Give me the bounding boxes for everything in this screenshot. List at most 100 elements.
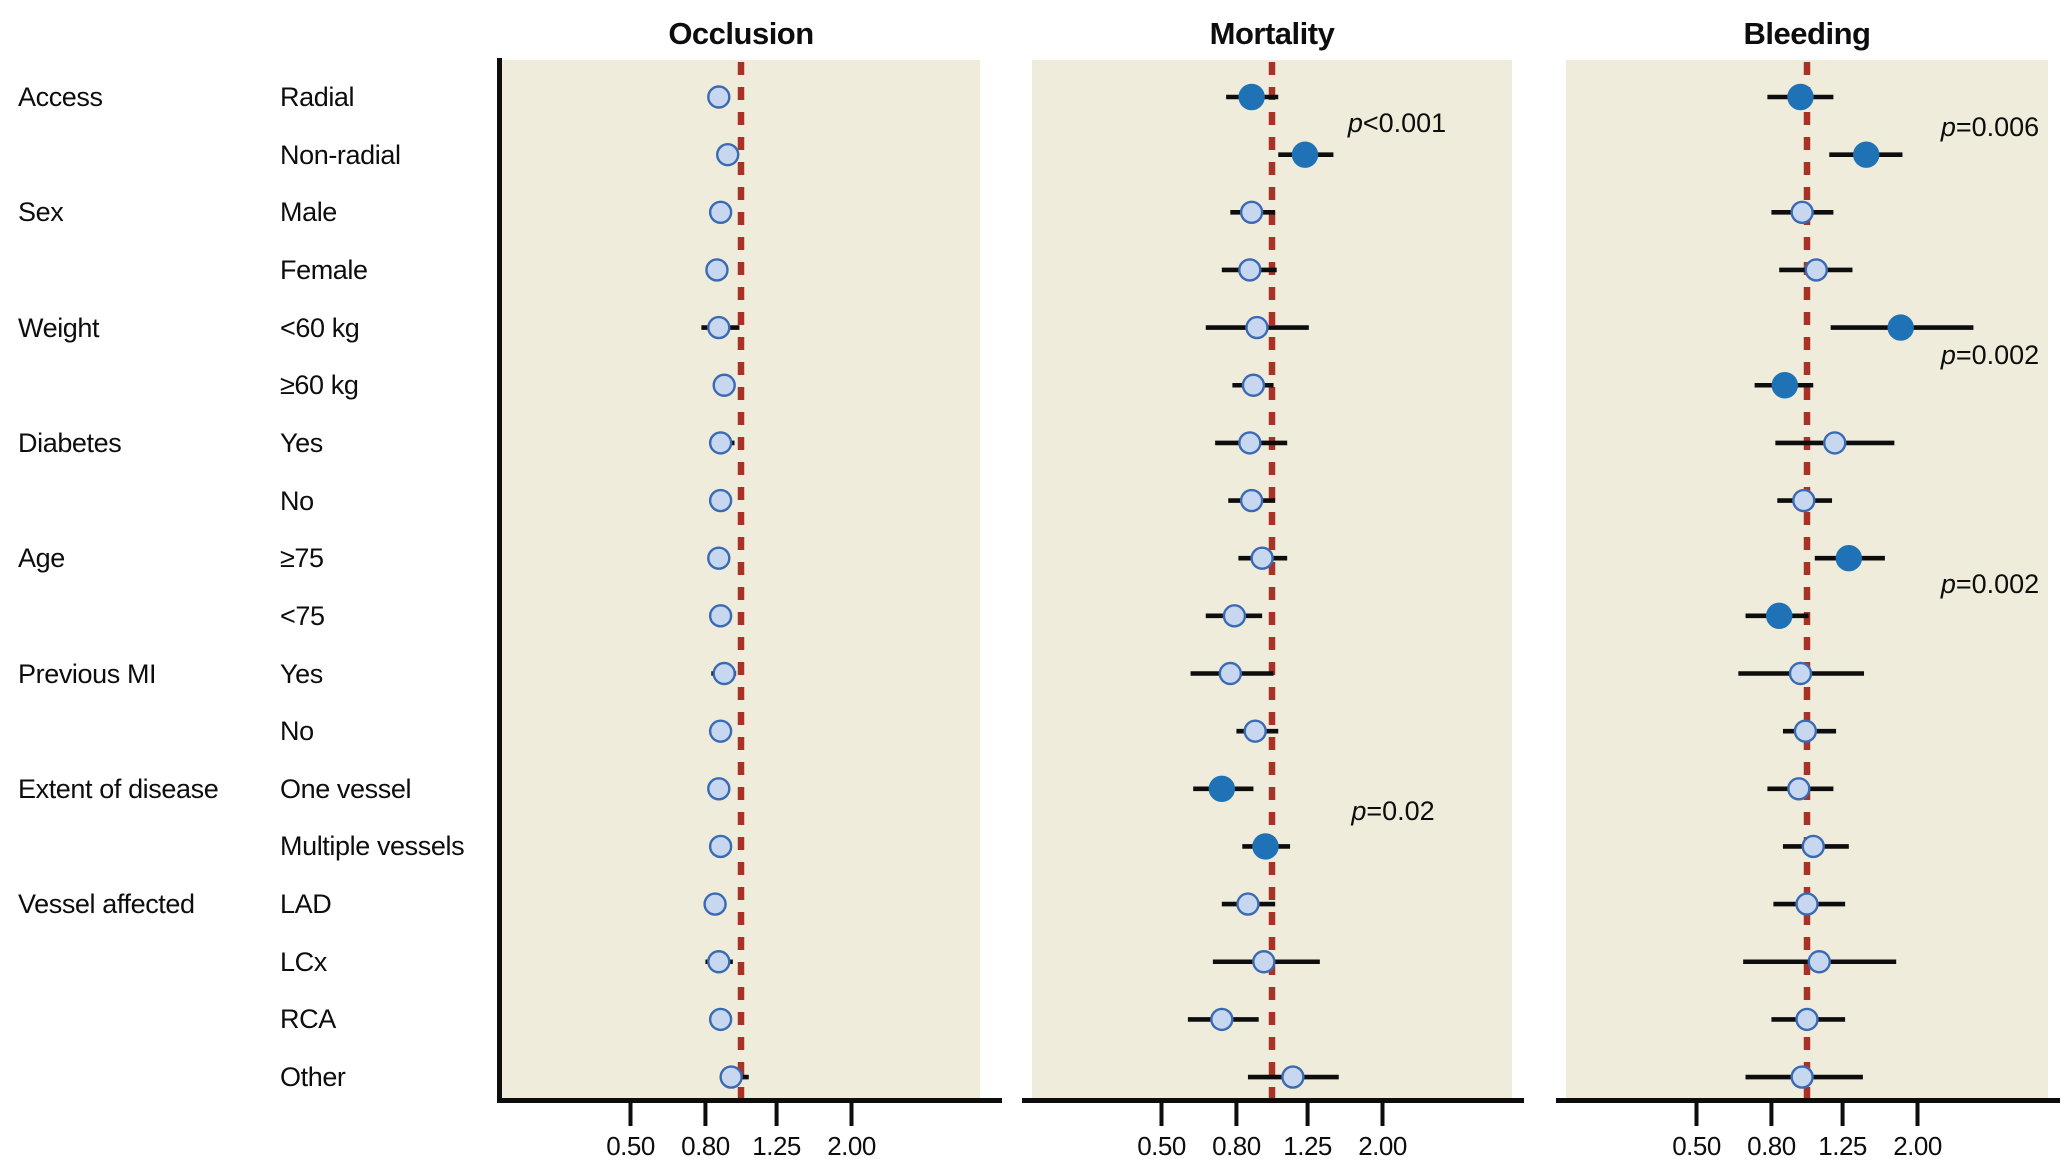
row-category-extent-of-disease: Extent of disease <box>18 774 219 804</box>
marker-light <box>1245 315 1269 340</box>
row-subgroup-no: No <box>280 486 314 516</box>
point-occlusion-female <box>705 258 729 282</box>
row-subgroup-multiple-vessels: Multiple vessels <box>280 831 465 861</box>
row-subgroup-one-vessel: One vessel <box>280 774 412 804</box>
marker-dark <box>1238 83 1265 111</box>
marker-light <box>1795 1007 1819 1032</box>
point-mortality-radial <box>1226 83 1279 111</box>
p-value-bleeding-2: p=0.002 <box>1940 569 2039 599</box>
row-subgroup-60-kg: ≥60 kg <box>280 370 359 400</box>
point-bleeding-other <box>1745 1065 1863 1089</box>
point-bleeding-male <box>1771 200 1834 225</box>
point-occlusion-one-vessel <box>707 777 731 801</box>
point-occlusion-non-radial <box>716 142 740 167</box>
x-tick-label-bleeding-1.25: 1.25 <box>1818 1131 1867 1161</box>
point-occlusion-rca <box>708 1007 733 1032</box>
row-subgroup-female: Female <box>280 255 368 285</box>
point-mortality-no <box>1228 488 1276 513</box>
marker-light <box>708 200 733 225</box>
point-occlusion-lcx <box>705 950 733 974</box>
marker-light <box>707 546 731 570</box>
row-subgroup-60-kg: <60 kg <box>280 313 360 343</box>
marker-light <box>707 777 731 801</box>
marker-light <box>1238 431 1262 455</box>
marker-light <box>1792 488 1816 513</box>
point-occlusion-radial <box>707 85 731 109</box>
marker-light <box>1795 892 1819 916</box>
marker-dark <box>1853 141 1880 168</box>
row-subgroup-male: Male <box>280 197 337 227</box>
x-tick-label-occlusion-0.50: 0.50 <box>606 1131 655 1161</box>
point-occlusion-other <box>719 1065 749 1089</box>
x-tick-label-bleeding-0.80: 0.80 <box>1747 1131 1796 1161</box>
marker-light <box>1222 604 1247 628</box>
x-tick-label-occlusion-2.00: 2.00 <box>827 1131 876 1161</box>
marker-light <box>1239 488 1264 513</box>
row-subgroup-yes: Yes <box>280 428 323 458</box>
x-tick-label-mortality-0.80: 0.80 <box>1212 1131 1261 1161</box>
marker-light <box>708 1007 733 1032</box>
row-subgroup-lcx: LCx <box>280 947 327 977</box>
point-bleeding-rca <box>1771 1007 1846 1032</box>
marker-light <box>703 892 727 916</box>
point-mortality-one-vessel <box>1193 775 1254 802</box>
marker-light <box>707 85 731 109</box>
marker-light <box>708 834 733 859</box>
marker-light <box>712 661 736 686</box>
point-occlusion-yes <box>708 431 735 455</box>
row-subgroup-non-radial: Non-radial <box>280 140 401 170</box>
point-occlusion-75 <box>707 546 731 570</box>
row-category-weight: Weight <box>18 313 100 343</box>
marker-light <box>1281 1065 1305 1089</box>
point-occlusion-60-kg <box>712 373 736 397</box>
marker-light <box>1787 777 1811 801</box>
point-occlusion-yes <box>711 661 737 686</box>
point-occlusion-multiple-vessels <box>708 834 733 859</box>
marker-dark <box>1766 602 1793 630</box>
panel-title-mortality: Mortality <box>1210 16 1336 51</box>
marker-dark <box>1787 83 1814 111</box>
row-subgroup-radial: Radial <box>280 82 355 112</box>
point-mortality-lcx <box>1212 950 1320 974</box>
x-tick-label-mortality-2.00: 2.00 <box>1358 1131 1407 1161</box>
marker-light <box>712 373 736 397</box>
point-mortality-multiple-vessels <box>1242 833 1291 860</box>
marker-light <box>1804 258 1828 282</box>
x-tick-label-bleeding-2.00: 2.00 <box>1893 1131 1942 1161</box>
row-category-access: Access <box>18 82 103 112</box>
row-subgroup-lad: LAD <box>280 889 332 919</box>
marker-light <box>1243 719 1267 743</box>
marker-light <box>707 315 731 340</box>
x-axis-bleeding <box>1556 1098 2060 1103</box>
row-subgroup-no: No <box>280 716 314 746</box>
p-value-mortality-1: p=0.02 <box>1350 796 1434 826</box>
marker-light <box>708 431 733 455</box>
point-bleeding-yes <box>1738 661 1865 686</box>
point-occlusion-lad <box>703 892 727 916</box>
marker-light <box>705 258 729 282</box>
point-mortality-60-kg <box>1205 315 1309 340</box>
marker-light <box>1238 258 1262 282</box>
point-mortality-rca <box>1187 1007 1259 1032</box>
point-mortality-75 <box>1205 604 1263 628</box>
point-mortality-lad <box>1221 892 1276 916</box>
point-occlusion-no <box>708 488 733 513</box>
point-mortality-no <box>1236 719 1279 743</box>
point-occlusion-60-kg <box>701 315 740 340</box>
marker-dark <box>1208 775 1236 802</box>
marker-light <box>1236 892 1260 916</box>
row-category-age: Age <box>18 543 65 573</box>
p-value-bleeding-0: p=0.006 <box>1940 112 2039 142</box>
marker-light <box>716 142 740 167</box>
marker-light <box>1250 546 1274 570</box>
p-value-bleeding-1: p=0.002 <box>1940 340 2039 370</box>
point-occlusion-no <box>708 719 733 743</box>
point-mortality-yes <box>1190 661 1274 686</box>
x-tick-label-mortality-0.50: 0.50 <box>1137 1131 1186 1161</box>
p-value-mortality-0: p<0.001 <box>1347 108 1446 138</box>
marker-light <box>719 1065 743 1089</box>
x-tick-label-occlusion-0.80: 0.80 <box>681 1131 730 1161</box>
x-tick-label-bleeding-0.50: 0.50 <box>1672 1131 1721 1161</box>
marker-light <box>1252 950 1276 974</box>
